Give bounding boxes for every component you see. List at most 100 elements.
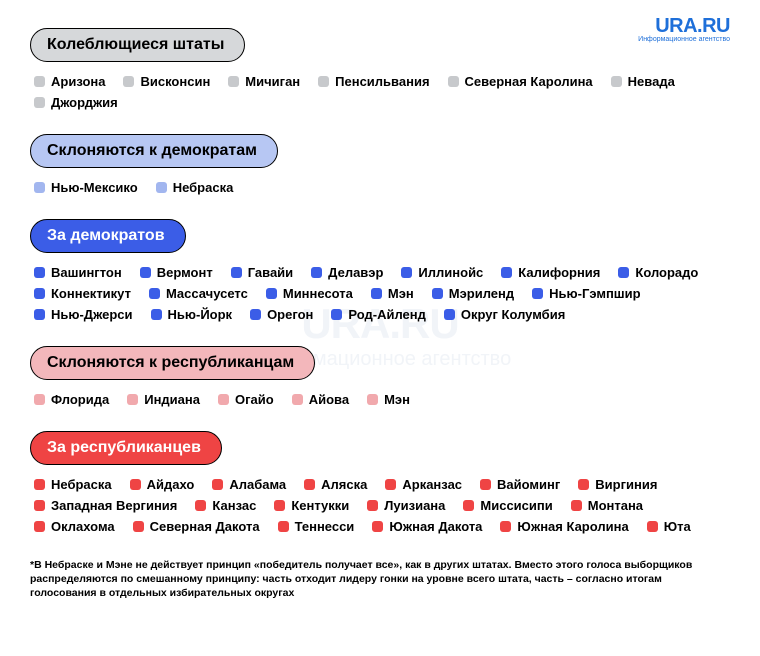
state-label: Айова [309,392,349,407]
state-item: Аризона [34,74,105,89]
state-item: Виргиния [578,477,657,492]
marker-icon [480,479,491,490]
state-item: Округ Колумбия [444,307,565,322]
marker-icon [274,500,285,511]
marker-icon [385,479,396,490]
state-list: Вашингтон Вермонт Гавайи Делавэр Иллинойс Кал… [30,265,730,322]
category-header: За демократов [30,219,186,253]
marker-icon [34,500,45,511]
marker-icon [212,479,223,490]
marker-icon [532,288,543,299]
state-label: Миссисипи [480,498,552,513]
state-item: Алабама [212,477,286,492]
marker-icon [311,267,322,278]
state-item: Флорида [34,392,109,407]
state-item: Юта [647,519,691,534]
state-item: Кентукки [274,498,349,513]
state-label: Орегон [267,307,313,322]
state-item: Огайо [218,392,274,407]
marker-icon [278,521,289,532]
state-item: Мэриленд [432,286,514,301]
state-item: Арканзас [385,477,462,492]
state-label: Южная Каролина [517,519,628,534]
state-item: Нью-Джерси [34,307,133,322]
state-item: Луизиана [367,498,445,513]
marker-icon [304,479,315,490]
state-label: Флорида [51,392,109,407]
state-list: Нью-МексикоНебраска [30,180,730,195]
marker-icon [130,479,141,490]
state-item: Северная Каролина [448,74,593,89]
state-item: Висконсин [123,74,210,89]
marker-icon [34,267,45,278]
marker-icon [34,288,45,299]
marker-icon [367,394,378,405]
state-item: Пенсильвания [318,74,429,89]
marker-icon [618,267,629,278]
marker-icon [401,267,412,278]
state-label: Массачусетс [166,286,248,301]
state-item: Миннесота [266,286,353,301]
state-label: Делавэр [328,265,383,280]
marker-icon [231,267,242,278]
marker-icon [367,500,378,511]
state-item: Массачусетс [149,286,248,301]
state-label: Арканзас [402,477,462,492]
state-label: Иллинойс [418,265,483,280]
state-label: Индиана [144,392,200,407]
state-label: Нью-Джерси [51,307,133,322]
state-item: Вашингтон [34,265,122,280]
marker-icon [140,267,151,278]
state-item: Нью-Гэмпшир [532,286,640,301]
state-label: Канзас [212,498,256,513]
state-item: Гавайи [231,265,293,280]
marker-icon [371,288,382,299]
state-item: Калифорния [501,265,600,280]
state-item: Нью-Йорк [151,307,233,322]
marker-icon [500,521,511,532]
footnote: *В Небраске и Мэне не действует принцип … [30,558,730,601]
marker-icon [151,309,162,320]
state-label: Нью-Мексико [51,180,138,195]
marker-icon [195,500,206,511]
state-label: Северная Дакота [150,519,260,534]
marker-icon [463,500,474,511]
state-item: Небраска [34,477,112,492]
state-item: Невада [611,74,675,89]
state-item: Вермонт [140,265,213,280]
state-item: Мичиган [228,74,300,89]
state-label: Юта [664,519,691,534]
marker-icon [127,394,138,405]
marker-icon [444,309,455,320]
state-label: Вермонт [157,265,213,280]
marker-icon [372,521,383,532]
marker-icon [448,76,459,87]
marker-icon [611,76,622,87]
state-label: Мэн [388,286,414,301]
state-item: Канзас [195,498,256,513]
state-label: Мэриленд [449,286,514,301]
marker-icon [34,479,45,490]
state-item: Монтана [571,498,643,513]
state-item: Южная Дакота [372,519,482,534]
marker-icon [501,267,512,278]
state-item: Мэн [371,286,414,301]
category-section: Склоняются к республиканцам Флорида Индиан… [30,346,730,407]
state-item: Оклахома [34,519,115,534]
state-list: Флорида Индиана Огайо Айова Мэн [30,392,730,407]
state-item: Айова [292,392,349,407]
state-item: Коннектикут [34,286,131,301]
state-list: Аризона Висконсин Мичиган Пенсильвания Север… [30,74,730,110]
state-item: Миссисипи [463,498,552,513]
state-label: Северная Каролина [465,74,593,89]
state-label: Монтана [588,498,643,513]
category-header: За республиканцев [30,431,222,465]
state-item: Джорджия [34,95,118,110]
state-label: Луизиана [384,498,445,513]
state-item: Мэн [367,392,410,407]
category-header: Склоняются к демократам [30,134,278,168]
state-item: Орегон [250,307,313,322]
marker-icon [123,76,134,87]
category-header: Склоняются к республиканцам [30,346,315,380]
category-header: Колеблющиеся штаты [30,28,245,62]
